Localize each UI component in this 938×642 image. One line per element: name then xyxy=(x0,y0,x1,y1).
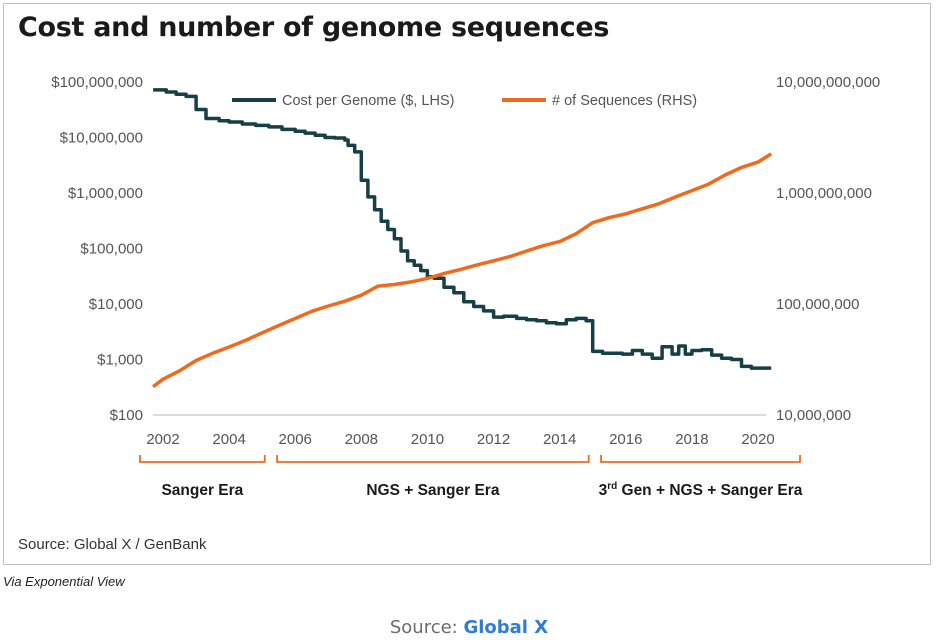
y-right-tick-label: 10,000,000,000 xyxy=(776,74,880,91)
era-bracket xyxy=(139,455,266,463)
y-left-tick-label: $1,000,000 xyxy=(68,185,143,202)
y-left-tick-label: $100,000 xyxy=(80,241,143,258)
footer-link[interactable]: Global X xyxy=(463,617,549,638)
x-tick-label: 2008 xyxy=(345,431,378,448)
footer-source: Source: Global X xyxy=(0,617,938,638)
era-bracket xyxy=(276,455,590,463)
y-left-tick-label: $10,000 xyxy=(89,296,143,313)
legend-label: Cost per Genome ($, LHS) xyxy=(282,93,454,109)
legend-label: # of Sequences (RHS) xyxy=(552,93,697,109)
legend: Cost per Genome ($, LHS) # of Sequences (… xyxy=(228,86,768,112)
x-tick-label: 2010 xyxy=(411,431,444,448)
x-tick-label: 2012 xyxy=(477,431,510,448)
y-left-tick-label: $1,000 xyxy=(97,352,143,369)
era-bracket xyxy=(600,455,801,463)
x-tick-label: 2006 xyxy=(279,431,312,448)
era-label: NGS + Sanger Era xyxy=(366,482,499,499)
x-tick-label: 2016 xyxy=(609,431,642,448)
y-right-tick-label: 1,000,000,000 xyxy=(776,185,872,202)
axes: $100 $1,000 $10,000 $100,000 $1,000,000 $10,0… xyxy=(51,74,880,448)
y-left-tick-label: $100 xyxy=(110,407,143,424)
era-label: 3rd Gen + NGS + Sanger Era xyxy=(599,481,803,499)
y-left-tick-label: $100,000,000 xyxy=(51,74,143,91)
cost-per-genome-line xyxy=(153,88,772,370)
x-tick-label: 2004 xyxy=(212,431,245,448)
x-tick-label: 2018 xyxy=(675,431,708,448)
y-left-tick-label: $10,000,000 xyxy=(60,130,143,147)
x-tick-label: 2014 xyxy=(543,431,576,448)
footer-prefix: Source: xyxy=(389,617,464,638)
x-tick-label: 2002 xyxy=(146,431,179,448)
via-credit: Via Exponential View xyxy=(3,574,125,589)
sequences-line xyxy=(152,152,773,389)
chart-title: Cost and number of genome sequences xyxy=(18,12,610,43)
era-brackets: Sanger Era NGS + Sanger Era 3rd Gen + NGS … xyxy=(139,455,803,499)
x-tick-label: 2020 xyxy=(741,431,774,448)
era-label: Sanger Era xyxy=(161,482,243,499)
source-note: Source: Global X / GenBank xyxy=(18,536,207,553)
y-right-tick-label: 10,000,000 xyxy=(776,407,851,424)
y-right-tick-label: 100,000,000 xyxy=(776,296,859,313)
series xyxy=(152,88,773,389)
